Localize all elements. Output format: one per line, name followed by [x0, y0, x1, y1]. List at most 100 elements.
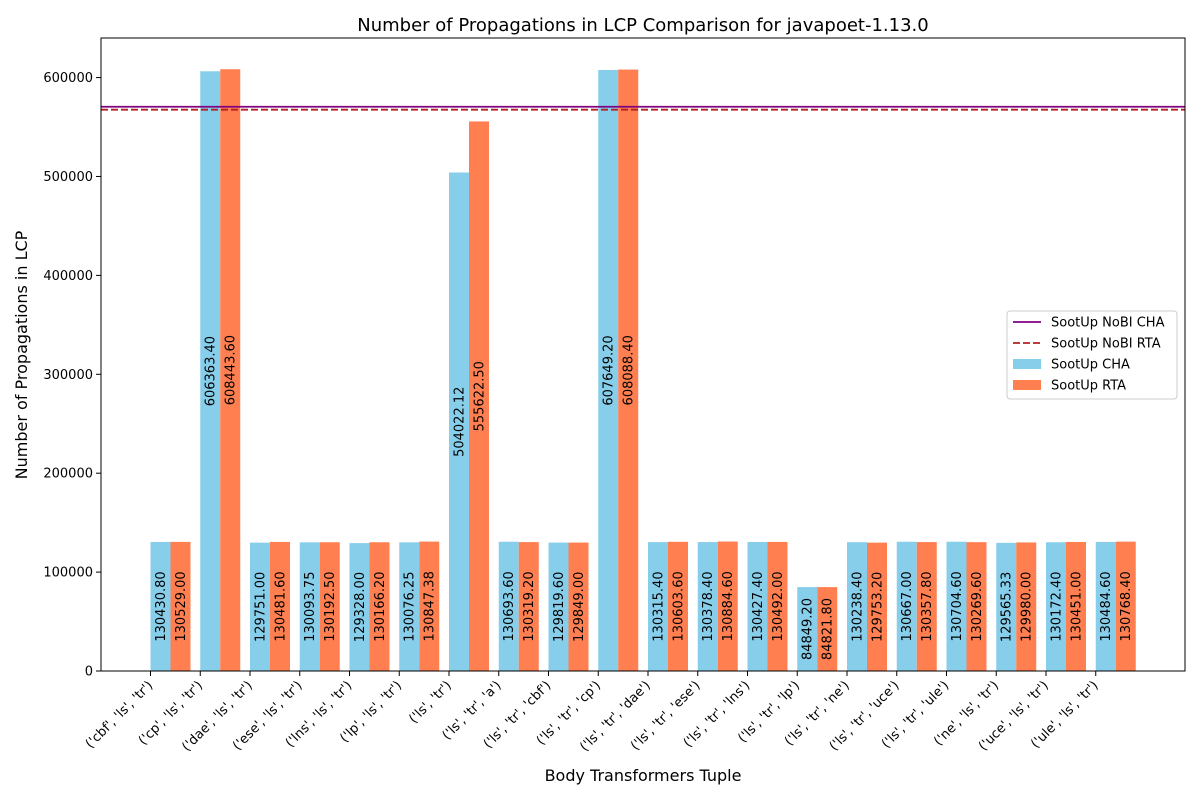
bar-value-label: 129751.00 — [254, 572, 269, 642]
bar-value-label: 129565.33 — [1000, 572, 1015, 642]
y-axis-label: Number of Propagations in LCP — [12, 230, 31, 479]
bar-value-label: 504022.12 — [453, 387, 468, 457]
bar-value-label: 130693.60 — [502, 571, 517, 641]
bar-value-label: 130884.60 — [721, 571, 736, 641]
bar-value-label: 130768.40 — [1119, 571, 1134, 641]
bar-value-label: 130451.00 — [1070, 571, 1085, 641]
bar-value-label: 130378.40 — [701, 571, 716, 641]
bar-cha — [299, 542, 320, 671]
legend-label: SootUp NoBI RTA — [1051, 337, 1161, 352]
bar-cha — [697, 542, 718, 671]
legend-patch-swatch — [1013, 380, 1041, 390]
y-tick-label: 200000 — [43, 467, 93, 482]
bar-rta — [469, 121, 489, 672]
bar-value-label: 555622.50 — [473, 361, 488, 431]
bar-rta — [767, 541, 788, 671]
bar-value-label: 129849.00 — [572, 572, 587, 642]
bar-cha — [598, 69, 619, 672]
bar-value-label: 129980.00 — [1020, 572, 1035, 642]
bar-value-label: 129328.00 — [353, 572, 368, 642]
bar-value-label: 606363.40 — [204, 336, 219, 406]
bar-rta — [319, 542, 340, 671]
bar-cha — [548, 542, 569, 671]
bar-value-label: 130319.20 — [522, 571, 537, 641]
bar-cha — [896, 541, 917, 671]
bar-rta — [867, 542, 887, 671]
legend-label: SootUp CHA — [1051, 358, 1130, 373]
bar-cha — [399, 542, 420, 671]
bar-rta — [270, 541, 290, 671]
bar-rta — [369, 542, 390, 671]
bar-value-label: 130529.00 — [174, 571, 189, 641]
bar-value-label: 608088.40 — [622, 335, 637, 405]
bar-value-label: 130704.60 — [950, 571, 965, 641]
legend-patch-swatch — [1013, 359, 1041, 369]
bar-value-label: 130430.80 — [154, 571, 169, 641]
bar-cha — [150, 541, 171, 671]
bar-rta — [916, 542, 937, 671]
bar-cha — [1095, 541, 1116, 671]
chart-title: Number of Propagations in LCP Comparison… — [357, 15, 928, 36]
bar-rta — [1016, 542, 1037, 671]
bar-value-label: 130192.50 — [323, 571, 338, 641]
bar-value-label: 129819.60 — [552, 572, 567, 642]
bar-cha — [996, 542, 1017, 671]
bar-value-label: 130492.00 — [771, 571, 786, 641]
bar-cha — [797, 587, 818, 671]
y-tick-label: 600000 — [43, 71, 93, 86]
bar-rta — [717, 541, 738, 671]
bar-rta — [1066, 541, 1086, 671]
bar-value-label: 129753.20 — [871, 572, 886, 642]
bar-cha — [498, 541, 519, 671]
bar-value-label: 130269.60 — [970, 571, 985, 641]
bar-value-label: 130847.38 — [423, 571, 438, 641]
bar-cha — [747, 541, 768, 671]
bar-value-label: 130172.40 — [1050, 571, 1065, 641]
y-tick-label: 500000 — [43, 170, 93, 185]
bar-cha — [648, 542, 668, 671]
bar-value-label: 84821.80 — [821, 598, 836, 660]
bar-value-label: 130315.40 — [652, 571, 667, 641]
bar-cha — [349, 543, 370, 671]
bar-cha — [449, 172, 469, 672]
bar-value-label: 84849.20 — [801, 598, 816, 660]
bar-value-label: 130357.80 — [920, 571, 935, 641]
bar-rta — [668, 541, 688, 671]
bar-cha — [946, 541, 967, 671]
bar-value-label: 607649.20 — [602, 335, 617, 405]
legend-label: SootUp RTA — [1051, 379, 1126, 394]
y-tick-label: 100000 — [43, 566, 93, 581]
bar-rta — [618, 69, 639, 672]
bar-rta — [568, 542, 589, 671]
bar-value-label: 130603.60 — [672, 571, 687, 641]
bar-value-label: 130481.60 — [274, 571, 289, 641]
bar-rta — [419, 541, 440, 671]
bar-value-label: 130076.25 — [403, 572, 418, 642]
bar-rta — [1115, 541, 1136, 671]
bar-value-label: 130093.75 — [303, 572, 318, 642]
bar-cha — [847, 542, 867, 671]
plot-frame — [100, 37, 1186, 672]
bar-rta — [966, 542, 987, 671]
bar-value-label: 130667.00 — [900, 571, 915, 641]
bar-rta — [170, 541, 191, 671]
bar-value-label: 130484.60 — [1099, 571, 1114, 641]
y-tick-label: 0 — [85, 665, 93, 680]
bar-rta — [220, 69, 241, 672]
bar-rta — [817, 587, 838, 671]
bar-value-label: 130238.40 — [851, 571, 866, 641]
y-tick-label: 300000 — [43, 368, 93, 383]
legend: SootUp NoBI CHA SootUp NoBI RTA SootUp CHA… — [1006, 310, 1178, 400]
legend-label: SootUp NoBI CHA — [1051, 316, 1165, 331]
bar-cha — [1046, 542, 1066, 671]
bar-cha — [250, 542, 270, 671]
bar-value-label: 130427.40 — [751, 571, 766, 641]
x-axis-label: Body Transformers Tuple — [545, 766, 742, 785]
bar-value-label: 130166.20 — [373, 571, 388, 641]
y-tick-label: 400000 — [43, 269, 93, 284]
bar-cha — [200, 71, 221, 672]
legend-box — [1006, 310, 1178, 400]
bar-value-label: 608443.60 — [224, 335, 239, 405]
bar-rta — [518, 542, 539, 671]
